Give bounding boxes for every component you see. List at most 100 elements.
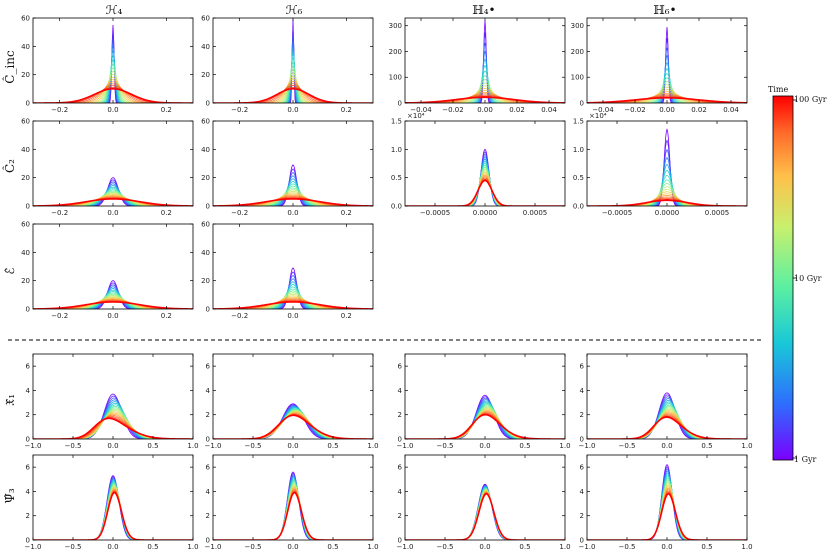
curve-r3c3-5 — [587, 401, 747, 439]
curve-r3c1-2 — [213, 404, 373, 439]
ytick-label-r2c0-3: 60 — [21, 221, 30, 229]
curve-r1c1-4 — [213, 178, 373, 206]
curves-r1c3 — [587, 128, 747, 206]
panel-r4c1: −1.0 −0.5 0.0 0.5 1.0 0 2 4 6 — [205, 454, 379, 551]
curve-r0c3-2 — [587, 47, 747, 103]
curve-r3c3-17 — [587, 416, 747, 439]
xtick-label-r4c1-3: 0.5 — [327, 543, 338, 551]
xtick-label-r4c3-1: −0.5 — [619, 543, 636, 551]
xtick-label-r4c2-2: 0.0 — [479, 543, 490, 551]
curve-r0c1-1 — [213, 27, 373, 103]
curve-r2c1-2 — [213, 275, 373, 309]
curve-r1c1-11 — [213, 192, 373, 206]
curve-r1c2-5 — [405, 160, 565, 206]
xtick-label-r4c3-2: 0.0 — [661, 543, 672, 551]
curves-r4c3 — [587, 464, 747, 540]
ytick-label-r0c3-3: 300 — [571, 22, 584, 30]
ytick-label-r2c1-0: 0 — [206, 306, 210, 314]
curve-r4c0-15 — [33, 490, 193, 540]
xtick-label-r1c3-1: 0.0000 — [655, 209, 680, 217]
panel-r0c2: −0.04 −0.02 0.00 0.02 0.04 0 100 200 300 — [389, 17, 566, 114]
ytick-label-r0c0-3: 60 — [21, 15, 30, 23]
curve-r0c0-13 — [33, 81, 193, 103]
curve-r1c3-10 — [587, 189, 747, 206]
panel-r2c0: −0.2 0.0 0.2 0 20 40 60 — [21, 221, 194, 320]
xtick-label-r4c1-2: 0.0 — [287, 543, 298, 551]
curve-r4c0-4 — [33, 479, 193, 540]
curve-r0c3-3 — [587, 54, 747, 103]
curve-r1c2-17 — [405, 179, 565, 206]
curve-r4c1-14 — [213, 489, 373, 540]
curve-r3c1-12 — [213, 411, 373, 439]
ytick-label-r1c0-0: 0 — [26, 203, 30, 211]
ytick-label-r2c1-1: 20 — [201, 277, 210, 285]
curve-r0c2-3 — [405, 50, 565, 103]
curve-r4c1-13 — [213, 488, 373, 540]
curve-r1c0-8 — [33, 190, 193, 206]
xtick-label-r4c0-1: −0.5 — [65, 543, 82, 551]
curve-r1c1-3 — [213, 175, 373, 206]
column-title-3: ℍ₄• — [472, 3, 495, 17]
curve-r4c1-8 — [213, 482, 373, 540]
curve-r2c1-11 — [213, 295, 373, 309]
curve-r4c3-8 — [587, 479, 747, 540]
curve-r4c3-15 — [587, 490, 747, 540]
curve-r4c0-10 — [33, 485, 193, 540]
xtick-label-r4c0-2: 0.0 — [107, 543, 118, 551]
curve-r0c3-17 — [587, 97, 747, 103]
xtick-label-r3c0-0: −1.0 — [25, 442, 42, 450]
xtick-label-r3c0-1: −0.5 — [65, 442, 82, 450]
curve-r2c0-5 — [33, 289, 193, 309]
curve-r4c3-1 — [587, 466, 747, 540]
ytick-label-r1c1-2: 40 — [201, 146, 210, 154]
curve-r3c3-8 — [587, 406, 747, 439]
curve-r0c2-5 — [405, 64, 565, 103]
curves-r0c1 — [213, 19, 373, 103]
curve-r0c0-8 — [33, 67, 193, 103]
curve-r4c3-11 — [587, 484, 747, 540]
ytick-label-r3c0-2: 4 — [26, 387, 31, 395]
curve-r4c3-3 — [587, 470, 747, 540]
curve-r4c3-7 — [587, 478, 747, 540]
curve-r1c3-4 — [587, 164, 747, 206]
curve-r2c1-1 — [213, 271, 373, 309]
panel-r4c0: −1.0 −0.5 0.0 0.5 1.0 0 2 4 6 — [25, 454, 199, 551]
curve-r1c2-2 — [405, 153, 565, 206]
panel-r3c1: −1.0 −0.5 0.0 0.5 1.0 0 2 4 6 — [205, 353, 379, 450]
curve-r0c1-14 — [213, 83, 373, 103]
curve-r3c1-14 — [213, 413, 373, 439]
ytick-label-r4c0-1: 2 — [26, 512, 30, 520]
curve-r2c0-8 — [33, 293, 193, 309]
xtick-label-r1c0-1: 0.0 — [107, 209, 118, 217]
curve-r0c0-5 — [33, 54, 193, 103]
ytick-label-r4c1-3: 6 — [206, 464, 211, 472]
xtick-label-r3c3-3: 0.5 — [701, 442, 712, 450]
xtick-label-r0c2-2: 0.00 — [477, 106, 493, 114]
xtick-label-r0c2-0: −0.04 — [410, 106, 432, 114]
curve-r1c2-0 — [405, 148, 565, 206]
curve-r4c0-6 — [33, 481, 193, 540]
curve-r4c3-9 — [587, 481, 747, 540]
curve-r4c3-14 — [587, 489, 747, 540]
axes-frame-r1c3 — [586, 120, 748, 207]
ytick-label-r1c2-1: 0.5 — [391, 174, 402, 182]
curves-r0c2 — [405, 20, 565, 103]
colorbar-title: Time — [768, 85, 788, 94]
curve-r4c3-4 — [587, 472, 747, 540]
curve-r0c1-4 — [213, 47, 373, 103]
panel-r2c1: −0.2 0.0 0.2 0 20 40 60 — [201, 221, 374, 320]
curve-r4c2-4 — [405, 486, 565, 540]
curve-r4c3-17 — [587, 493, 747, 540]
curve-r2c1-10 — [213, 293, 373, 309]
ytick-label-r2c0-1: 20 — [21, 277, 30, 285]
curve-r2c0-3 — [33, 286, 193, 309]
xtick-label-r3c3-2: 0.0 — [661, 442, 672, 450]
curve-r1c0-5 — [33, 186, 193, 206]
curve-r1c0-9 — [33, 191, 193, 206]
curve-r0c0-12 — [33, 79, 193, 103]
curve-r1c2-9 — [405, 168, 565, 206]
curves-r3c3 — [587, 392, 747, 439]
curve-r4c0-17 — [33, 491, 193, 540]
curve-r0c2-2 — [405, 42, 565, 103]
curve-r0c2-4 — [405, 58, 565, 103]
